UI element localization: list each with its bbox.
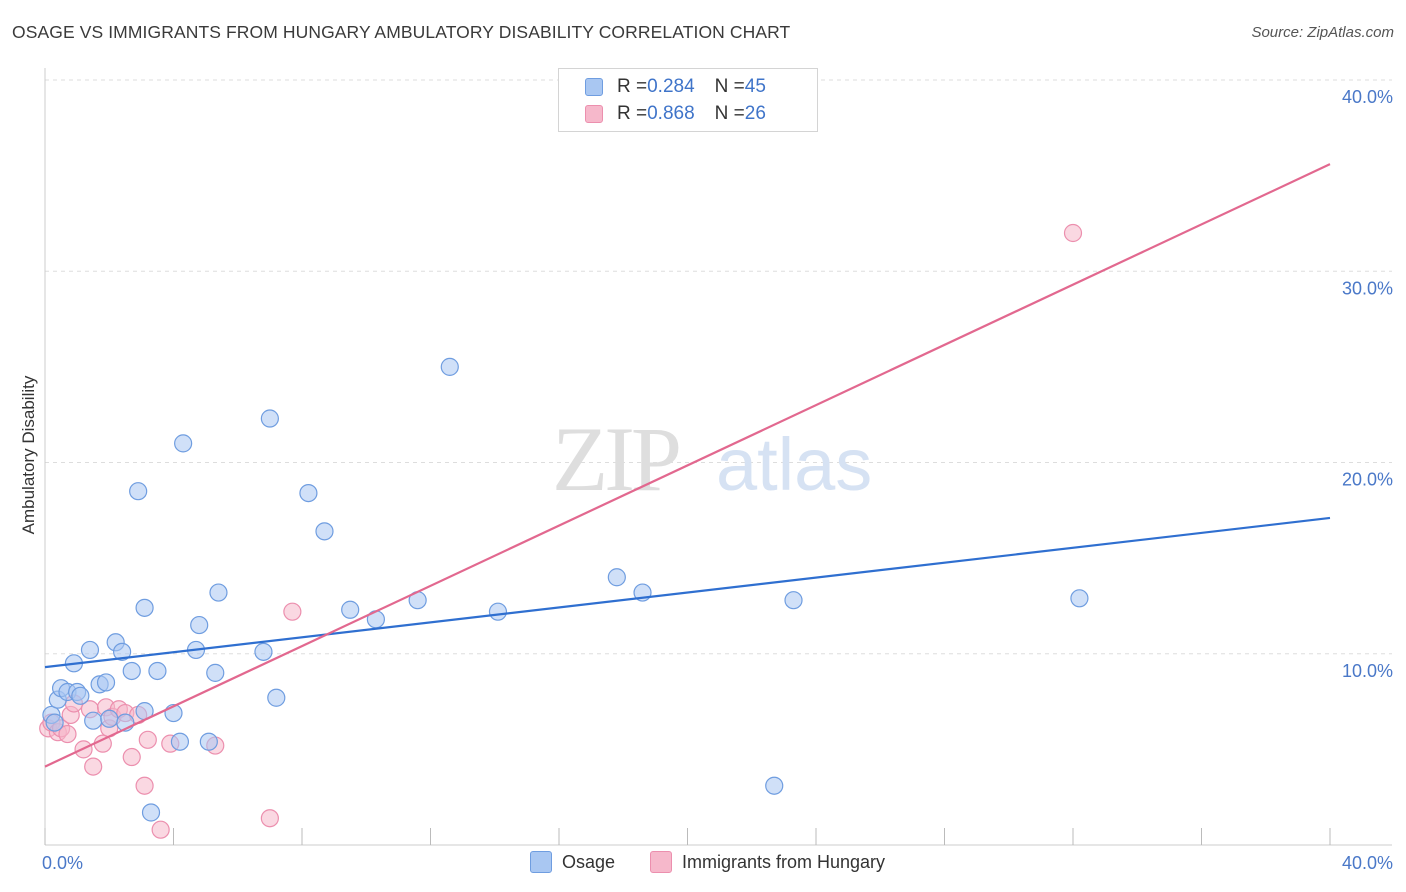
y-tick-label: 20.0%: [1342, 470, 1393, 490]
data-point-osage: [170, 732, 190, 751]
gridlines: [45, 79, 1392, 655]
data-point-osage: [100, 709, 119, 728]
tick-labels: 10.0% 20.0% 30.0% 40.0% 0.0% 40.0%: [42, 87, 1393, 873]
x-tick-label: 40.0%: [1342, 853, 1393, 873]
data-point-osage: [206, 663, 225, 682]
data-point-osage: [129, 482, 148, 501]
legend-swatch-osage: [530, 851, 552, 873]
data-point-osage: [174, 434, 193, 453]
data-point-osage: [199, 732, 218, 751]
data-point-osage: [784, 591, 803, 610]
data-point-osage: [765, 776, 784, 795]
x-tick-label: 0.0%: [42, 853, 83, 873]
data-point-hungary: [260, 809, 279, 828]
data-point-osage: [122, 661, 141, 681]
y-axis-label: Ambulatory Disability: [19, 375, 38, 534]
legend-item-hungary[interactable]: Immigrants from Hungary: [650, 851, 885, 873]
data-point-osage: [299, 484, 318, 503]
data-point-osage: [1070, 589, 1089, 608]
series-legend: Osage Immigrants from Hungary: [0, 851, 1406, 877]
data-point-osage: [84, 711, 103, 730]
data-point-osage: [488, 602, 508, 621]
trend-lines: [44, 163, 1331, 768]
data-point-osage: [267, 688, 286, 707]
data-point-osage: [112, 642, 132, 661]
legend-r-label: R =: [617, 103, 648, 124]
data-point-hungary: [138, 730, 157, 749]
legend-n-label: N =: [714, 103, 745, 124]
data-point-hungary: [151, 820, 170, 839]
data-point-osage: [254, 642, 273, 661]
data-point-osage: [45, 713, 64, 732]
legend-n-label: N =: [714, 76, 745, 97]
legend-n-value: 26: [744, 103, 766, 124]
stats-legend: R = 0.284 N = 45 R = 0.868 N = 26: [558, 68, 818, 132]
watermark-atlas: atlas: [716, 423, 872, 506]
y-tick-label: 40.0%: [1342, 87, 1393, 107]
data-point-osage: [141, 803, 161, 822]
legend-label-osage: Osage: [562, 851, 616, 872]
legend-r-label: R =: [617, 76, 648, 97]
data-point-osage: [148, 661, 167, 681]
data-point-osage: [607, 568, 626, 587]
legend-label-hungary: Immigrants from Hungary: [682, 851, 886, 872]
data-point-osage: [440, 357, 459, 376]
data-point-osage: [341, 600, 360, 619]
data-point-hungary: [1063, 223, 1083, 243]
data-point-hungary: [283, 602, 302, 621]
legend-swatch-hungary: [585, 105, 603, 123]
watermark: ZIP atlas: [552, 408, 872, 510]
data-point-hungary: [122, 747, 141, 767]
trend-line-hungary: [44, 163, 1331, 768]
data-point-osage: [209, 583, 228, 602]
data-point-osage: [96, 673, 116, 692]
legend-swatch-osage: [585, 78, 603, 96]
legend-item-osage[interactable]: Osage: [530, 851, 615, 873]
legend-r-value: 0.284: [647, 76, 695, 97]
data-point-osage: [260, 409, 279, 428]
trend-line-osage: [44, 516, 1331, 669]
data-point-osage: [71, 686, 90, 705]
data-point-osage: [135, 598, 154, 617]
watermark-zip: ZIP: [552, 408, 679, 510]
data-point-hungary: [58, 724, 77, 744]
legend-n-value: 45: [744, 76, 766, 97]
chart-title: OSAGE VS IMMIGRANTS FROM HUNGARY AMBULAT…: [12, 22, 791, 42]
y-tick-label: 10.0%: [1342, 661, 1393, 681]
y-tick-label: 30.0%: [1342, 278, 1393, 298]
legend-row-hungary: R = 0.868 N = 26: [585, 102, 766, 126]
data-point-osage: [315, 522, 334, 541]
data-point-osage: [80, 640, 100, 660]
legend-r-value: 0.868: [647, 103, 695, 124]
data-point-hungary: [84, 757, 103, 776]
data-point-hungary: [135, 776, 154, 795]
legend-row-osage: R = 0.284 N = 45: [585, 75, 766, 99]
series-hungary-points: [39, 223, 1083, 839]
legend-swatch-hungary: [650, 851, 672, 873]
data-point-osage: [190, 615, 209, 635]
source-label: Source: ZipAtlas.com: [1251, 24, 1394, 41]
